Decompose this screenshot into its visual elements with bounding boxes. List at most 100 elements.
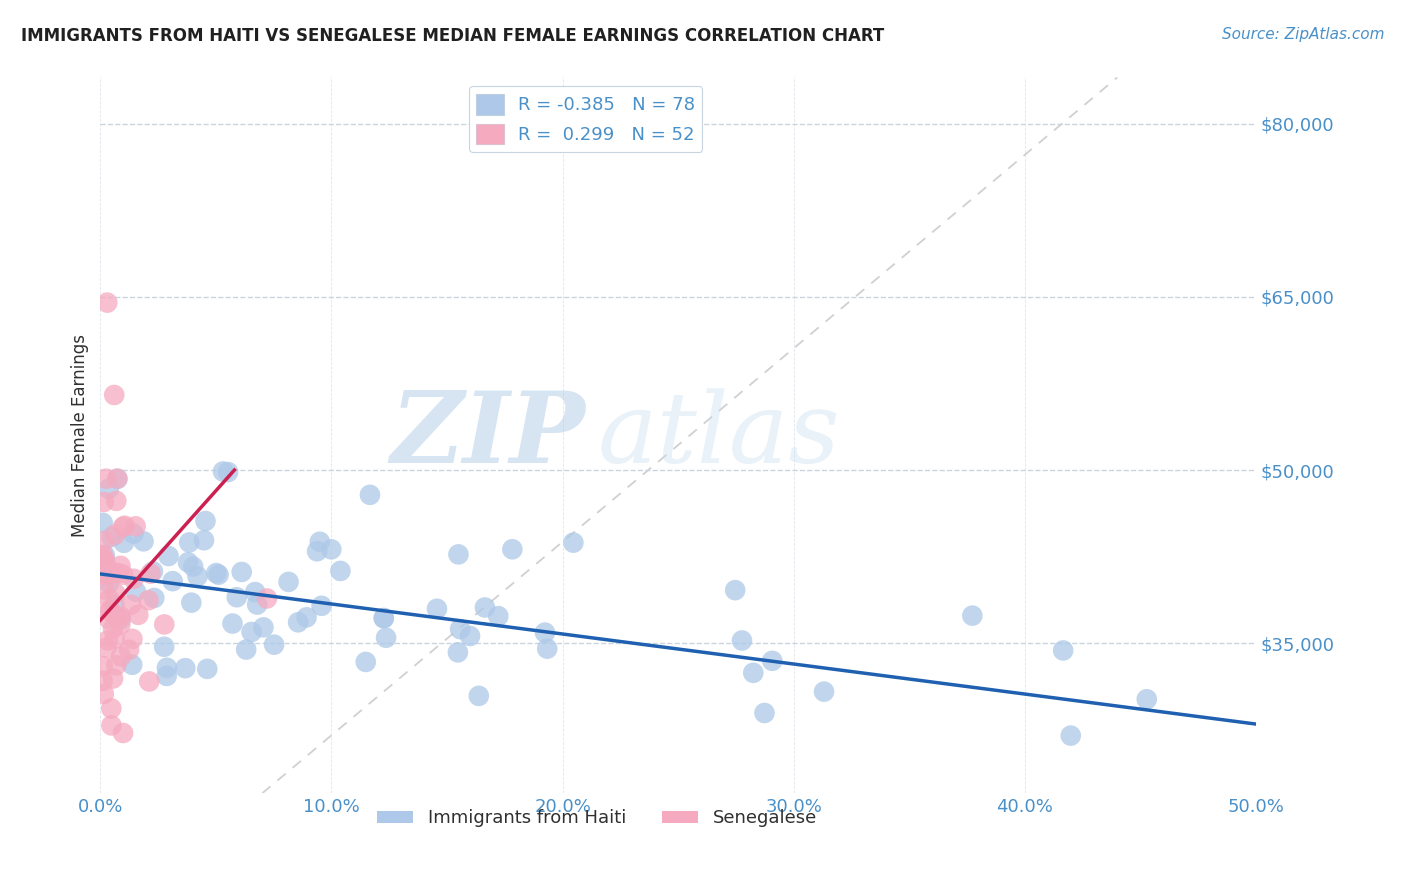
Point [105,472,128,486]
Point [311,599,333,613]
Point [321,542,343,557]
Point [180,596,202,610]
Point [132,534,155,549]
Point [93,687,115,701]
Point [91,673,114,688]
Point [1136,692,1159,706]
Point [103,388,125,402]
Point [125,584,148,599]
Point [96,568,118,582]
Point [94,472,117,486]
Point [121,657,143,672]
Point [98,612,121,626]
Point [449,622,471,636]
Point [194,514,217,528]
Point [91,516,114,530]
Point [308,534,330,549]
Point [534,625,557,640]
Point [252,620,274,634]
Point [105,493,128,508]
Point [731,633,754,648]
Point [501,542,523,557]
Point [458,629,481,643]
Point [93,534,115,549]
Point [153,640,176,654]
Text: ZIP: ZIP [391,387,586,483]
Point [121,632,143,646]
Point [94,554,117,568]
Point [122,526,145,541]
Point [100,701,122,715]
Point [156,661,179,675]
Point [103,598,125,612]
Point [91,548,114,562]
Point [100,530,122,544]
Point [110,558,132,573]
Point [359,488,381,502]
Point [177,555,200,569]
Point [217,465,239,479]
Point [143,591,166,605]
Point [112,726,135,740]
Point [354,655,377,669]
Point [96,640,118,655]
Point [153,617,176,632]
Point [205,566,228,580]
Point [107,472,129,486]
Point [93,582,115,597]
Point [98,592,121,607]
Point [138,674,160,689]
Point [110,609,132,624]
Point [742,665,765,680]
Point [110,649,132,664]
Point [295,610,318,624]
Point [486,609,509,624]
Point [174,661,197,675]
Point [263,638,285,652]
Point [447,548,470,562]
Point [157,549,180,563]
Text: Source: ZipAtlas.com: Source: ZipAtlas.com [1222,27,1385,42]
Point [122,572,145,586]
Point [1052,643,1074,657]
Point [139,566,162,581]
Point [101,672,124,686]
Text: IMMIGRANTS FROM HAITI VS SENEGALESE MEDIAN FEMALE EARNINGS CORRELATION CHART: IMMIGRANTS FROM HAITI VS SENEGALESE MEDI… [21,27,884,45]
Point [207,567,229,582]
Point [103,566,125,580]
Point [474,600,496,615]
Point [104,632,127,646]
Point [225,591,247,605]
Point [181,559,204,574]
Point [375,631,398,645]
Point [186,569,208,583]
Point [179,535,201,549]
Text: atlas: atlas [598,388,839,483]
Point [221,616,243,631]
Point [114,518,136,533]
Point [193,533,215,548]
Point [96,295,118,310]
Point [98,603,121,617]
Point [142,565,165,579]
Point [118,643,141,657]
Point [127,607,149,622]
Point [105,609,128,624]
Point [754,706,776,720]
Point [373,611,395,625]
Point [97,482,120,496]
Point [156,669,179,683]
Point [235,642,257,657]
Point [562,535,585,549]
Point [246,598,269,612]
Point [107,566,129,581]
Point [426,601,449,615]
Point [231,565,253,579]
Point [138,593,160,607]
Y-axis label: Median Female Earnings: Median Female Earnings [72,334,89,537]
Point [240,624,263,639]
Point [243,585,266,599]
Point [307,544,329,558]
Point [98,567,121,582]
Point [813,684,835,698]
